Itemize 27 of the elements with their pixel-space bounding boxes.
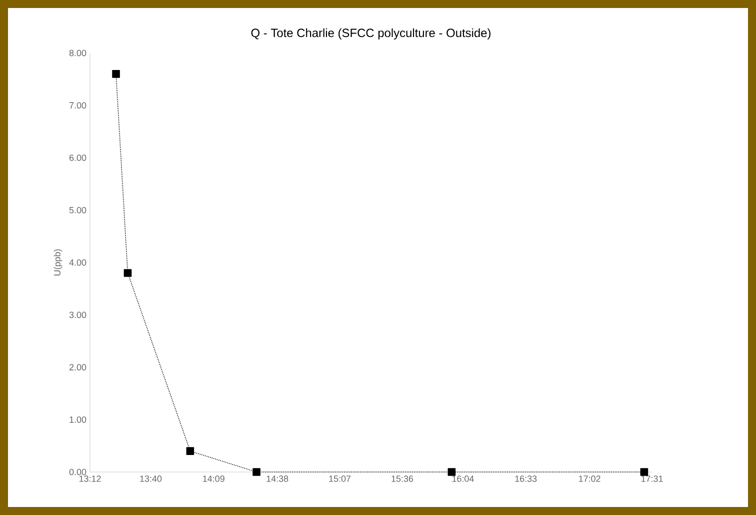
y-tick-label: 0.00 (69, 468, 86, 476)
point (448, 468, 456, 476)
x-tick-label: 14:09 (203, 476, 224, 482)
x-tick-label: 15:07 (329, 476, 351, 482)
x-tick-label: 14:38 (266, 476, 288, 482)
x-tick-label: 13:12 (79, 476, 101, 482)
y-tick-label: 4.00 (69, 259, 86, 266)
y-tick-label: 6.00 (69, 154, 86, 161)
y-tick-label: 7.00 (69, 102, 86, 109)
point (186, 447, 194, 455)
x-tick-label: 17:02 (579, 476, 600, 482)
point (252, 468, 260, 476)
y-axis-title: U(ppb) (54, 249, 62, 276)
x-tick-label: 16:04 (452, 476, 474, 482)
y-tick-label: 3.00 (69, 312, 86, 318)
x-tick-label: 16:33 (515, 476, 537, 482)
x-tick-label: 13:40 (140, 476, 162, 482)
point (640, 468, 648, 476)
chart-title: Q - Tote Charlie (SFCC polyculture - Outside) (251, 28, 490, 40)
point (112, 70, 120, 78)
y-tick-label: 2.00 (69, 364, 86, 370)
y-tick-label: 8.00 (69, 50, 86, 56)
x-tick-label: 15:36 (392, 476, 414, 482)
point (124, 269, 132, 277)
y-tick-label: 1.00 (70, 416, 86, 423)
x-tick-label: 17:31 (641, 476, 663, 482)
y-tick-label: 5.00 (69, 206, 86, 214)
